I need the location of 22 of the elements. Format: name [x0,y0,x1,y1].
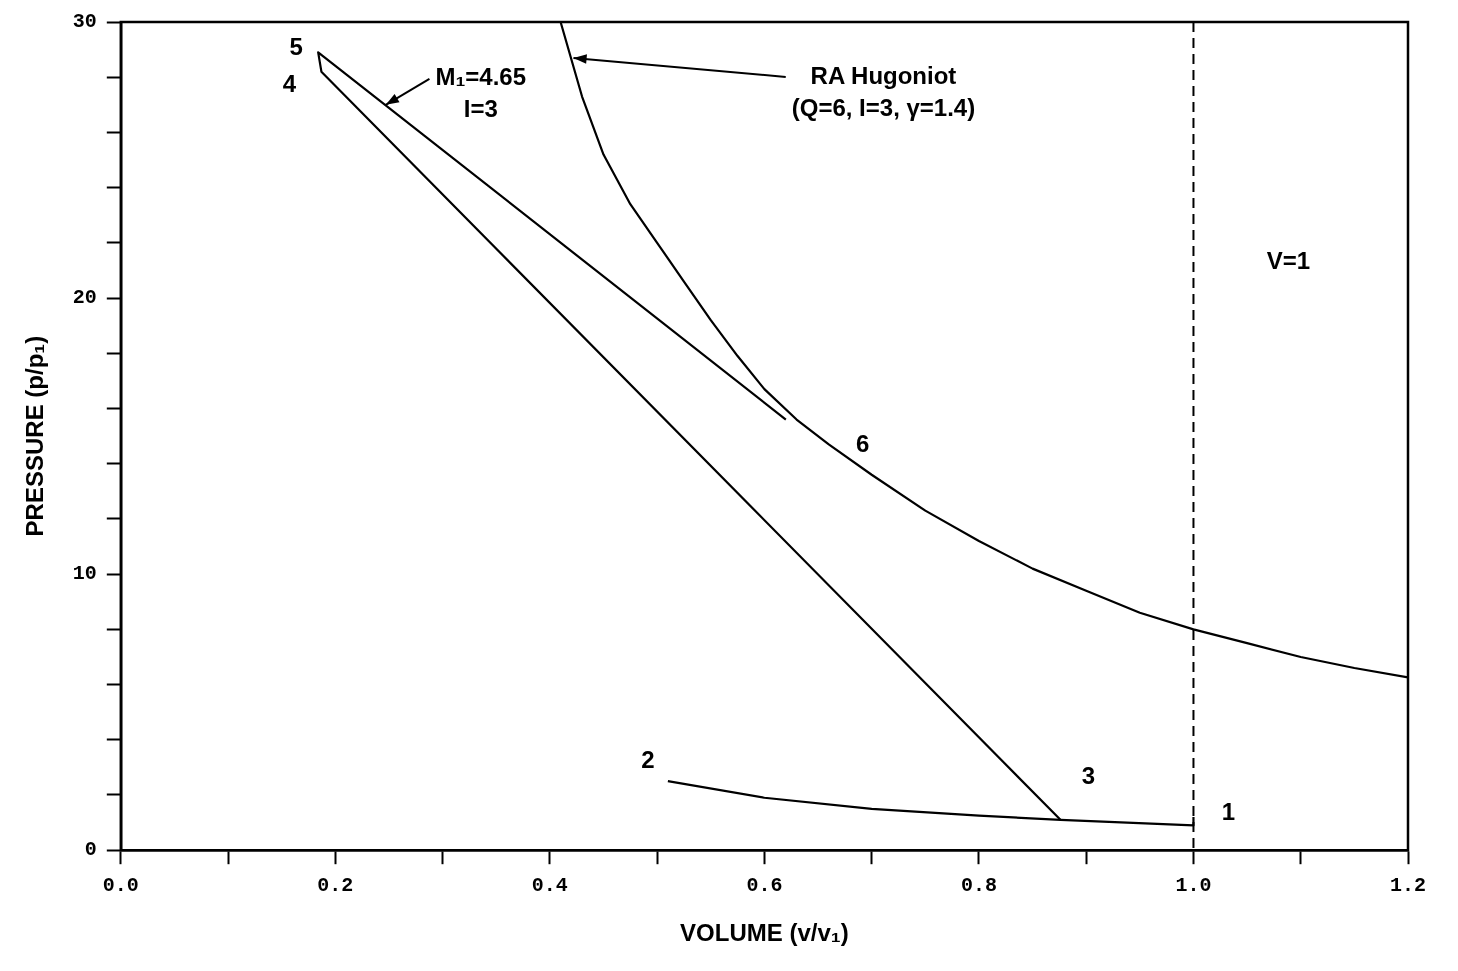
x-tick-label: 0.4 [531,874,568,898]
ref-line-label: V=1 [1266,246,1311,274]
annotation: 4 [282,70,297,98]
y-axis-title: PRESSURE (p/p₁) [21,335,49,537]
x-tick-label: 0.8 [960,874,997,898]
x-tick-label: 0.2 [317,874,354,898]
annotation: RA Hugoniot (Q=6, I=3, γ=1.4) [791,61,976,121]
y-tick-label: 20 [72,286,97,310]
annotation: 6 [856,429,870,457]
x-tick-label: 1.2 [1389,874,1427,898]
annotation: 2 [641,745,655,773]
y-tick-label: 0 [84,838,97,862]
annotation: 3 [1081,762,1096,790]
annotation: 1 [1221,797,1236,825]
x-tick-label: 0.6 [746,874,783,898]
x-axis-title: VOLUME (v/v₁) [680,919,849,947]
y-tick-label: 10 [72,562,97,586]
annotation: M₁=4.65 I=3 [435,63,527,123]
x-tick-label: 1.0 [1175,874,1212,898]
y-tick-label: 30 [72,10,97,34]
annotation: 5 [289,32,303,60]
x-tick-label: 0.0 [102,874,139,898]
